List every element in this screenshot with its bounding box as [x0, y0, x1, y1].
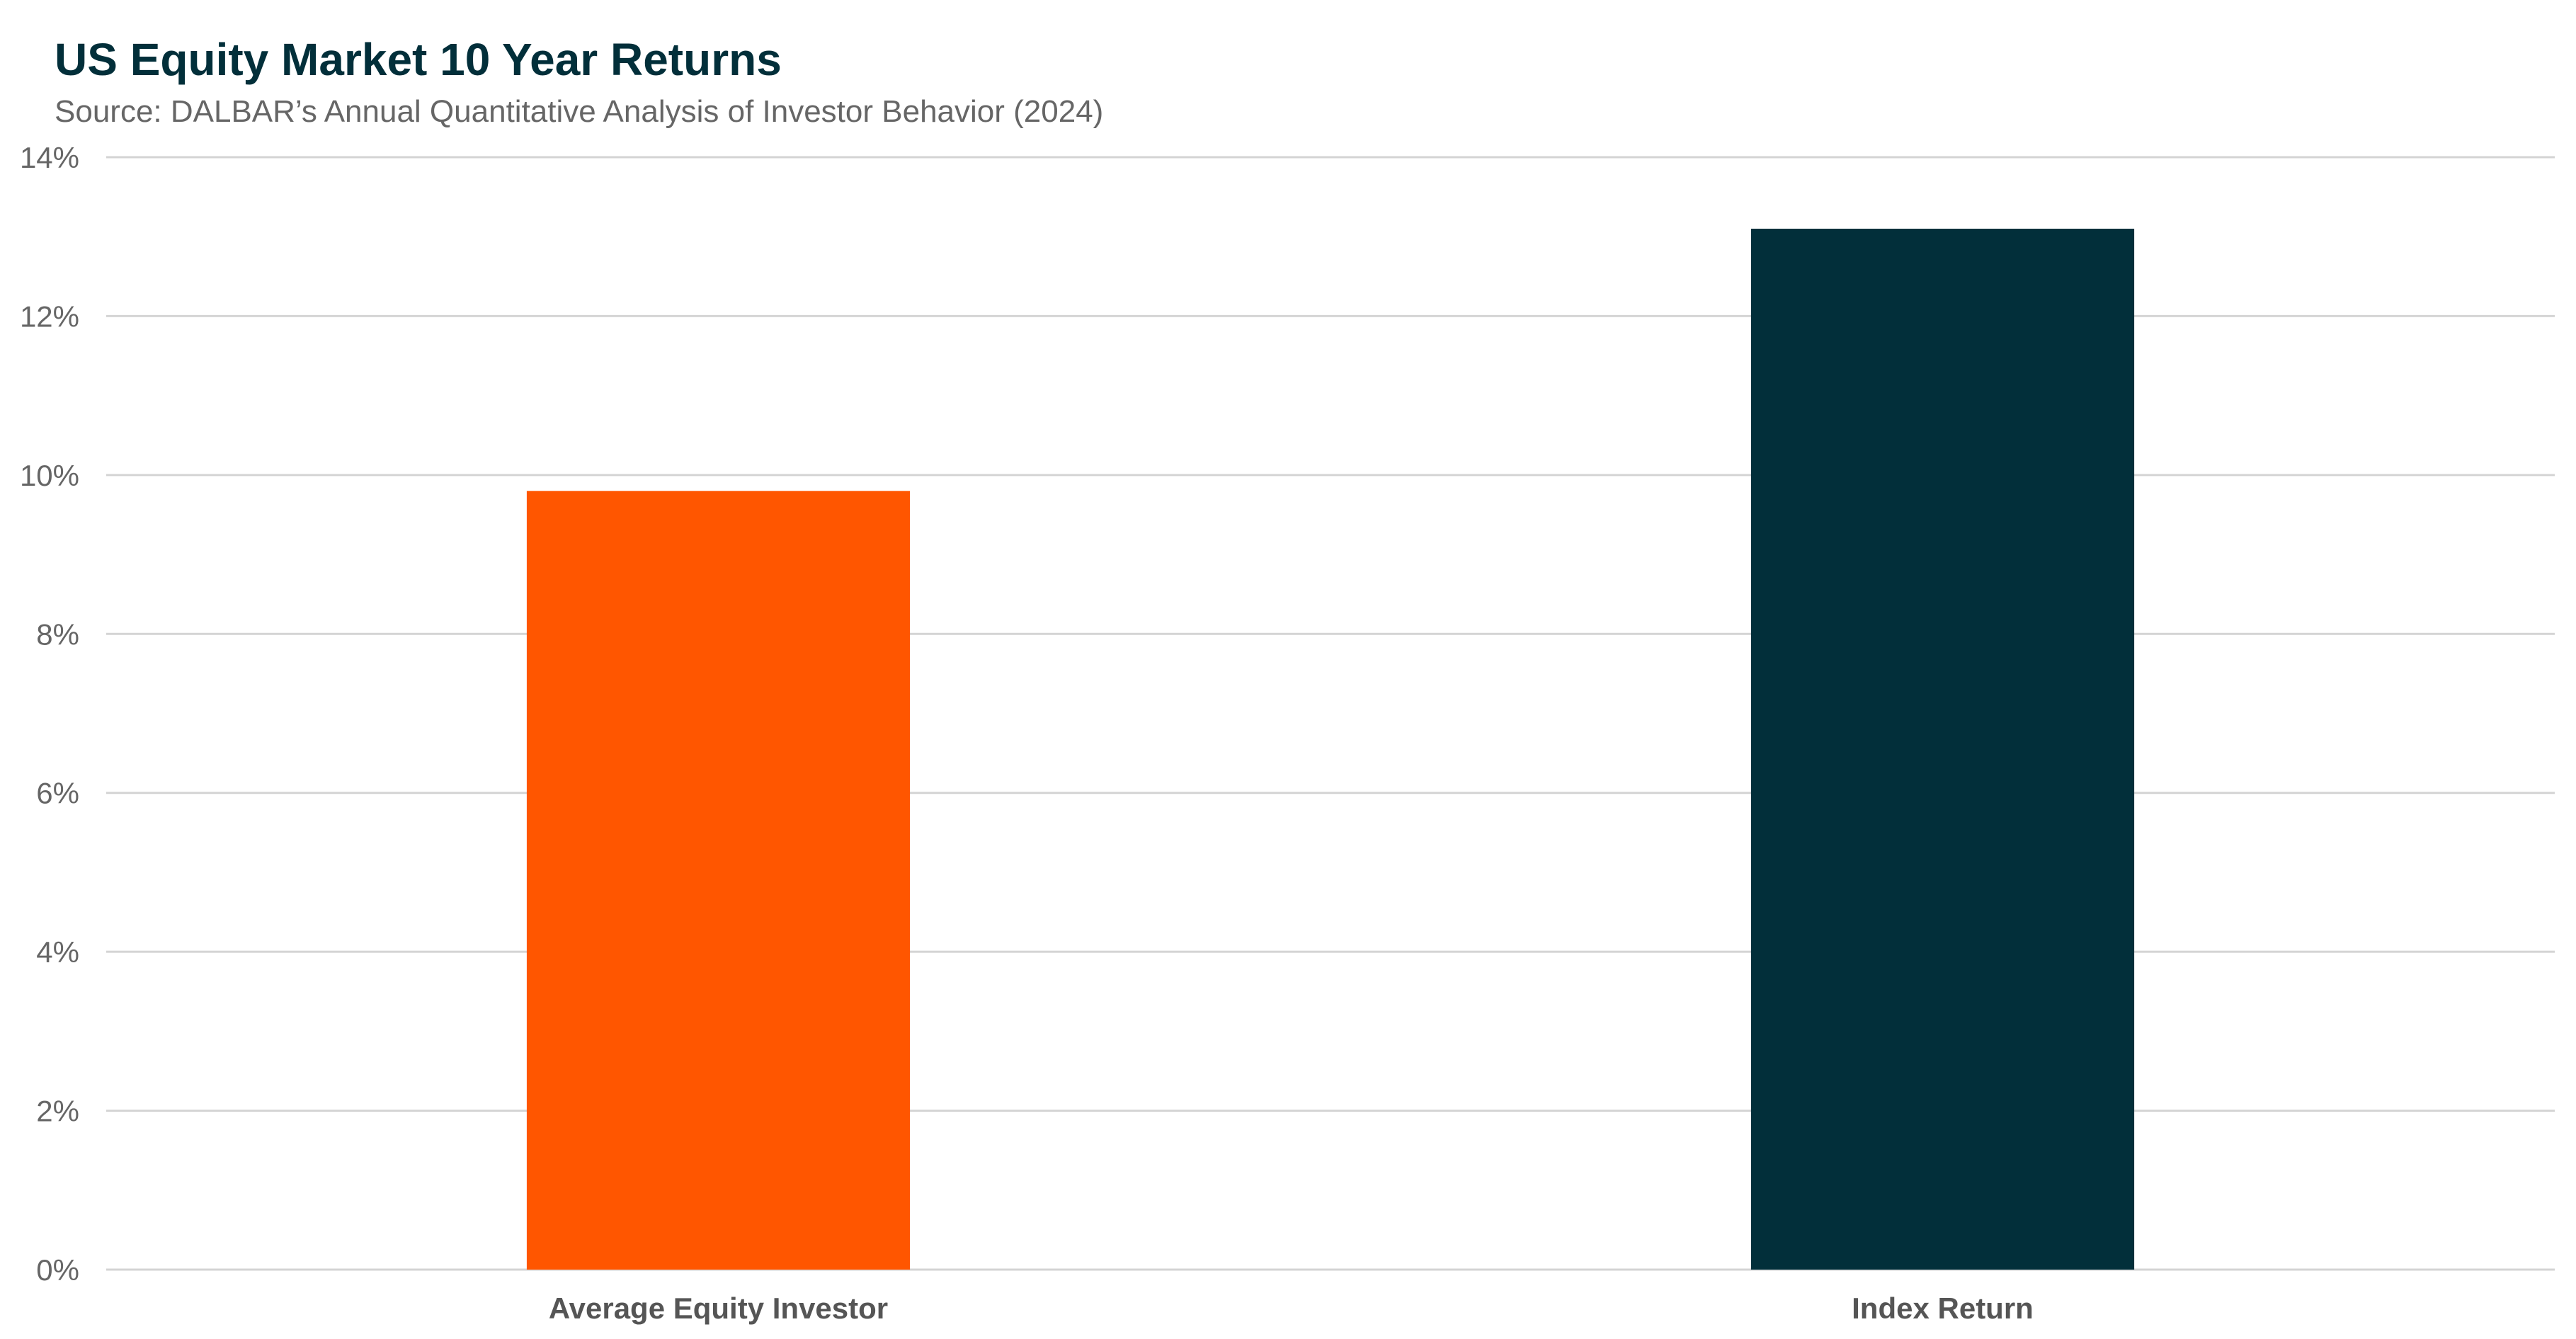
y-tick-label: 14% [20, 141, 79, 174]
y-tick-label: 10% [20, 459, 79, 492]
bar-index-return [1750, 228, 2135, 1270]
y-tick-label: 2% [36, 1095, 79, 1128]
y-tick-label: 4% [36, 935, 79, 969]
chart-header: US Equity Market 10 Year Returns Source:… [55, 28, 1103, 133]
y-tick-label: 8% [36, 617, 79, 651]
x-axis-category-labels: Average Equity Investor Index Return [549, 1292, 2034, 1325]
y-tick-label: 0% [36, 1253, 79, 1287]
y-axis-tick-labels: 0% 2% 4% 6% 8% 10% 12% 14% [20, 141, 79, 1287]
y-tick-label: 12% [20, 300, 79, 333]
bars [526, 228, 2135, 1270]
bar-average-equity-investor [526, 491, 911, 1270]
chart-title: US Equity Market 10 Year Returns [55, 34, 782, 85]
x-category-label: Average Equity Investor [549, 1292, 888, 1325]
y-tick-label: 6% [36, 777, 79, 810]
gridlines [106, 156, 2555, 1271]
chart-subtitle: Source: DALBAR’s Annual Quantitative Ana… [55, 94, 1104, 129]
x-category-label: Index Return [1852, 1292, 2034, 1325]
